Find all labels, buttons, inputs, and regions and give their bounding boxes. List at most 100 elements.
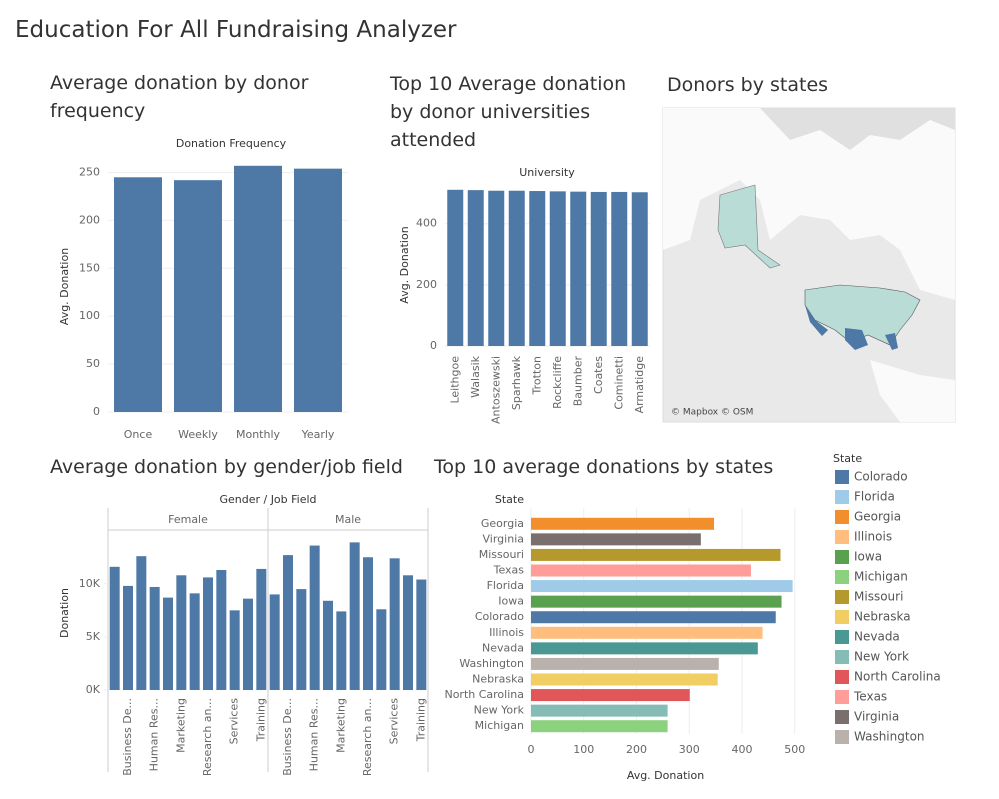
x-tick-label: Research an... — [361, 698, 374, 776]
x-tick-label: Business De... — [281, 698, 294, 776]
bar — [136, 556, 147, 690]
x-tick-label: Research an... — [201, 698, 214, 776]
row-header: State — [495, 493, 524, 506]
legend-swatch — [835, 690, 849, 704]
legend-label: New York — [854, 650, 909, 664]
chart-title: Top 10 average donations by states — [434, 456, 774, 478]
x-tick-label: Services — [228, 698, 241, 745]
x-tick-label: 400 — [731, 743, 752, 756]
bar — [363, 557, 373, 690]
y-tick-label: 5K — [86, 630, 101, 643]
x-tick-label: Services — [388, 698, 401, 745]
legend-title: State — [833, 452, 862, 465]
bar — [531, 580, 793, 593]
bar — [296, 589, 307, 690]
x-tick-label: Antoszewski — [489, 356, 502, 424]
x-tick-label: Weekly — [178, 428, 218, 441]
y-tick-label: Michigan — [475, 719, 524, 732]
bar — [294, 168, 342, 412]
y-tick-label: 250 — [79, 165, 100, 178]
y-tick-label: 10K — [79, 577, 101, 590]
y-tick-label: 200 — [416, 278, 437, 291]
legend-swatch — [835, 730, 849, 744]
bar — [114, 177, 162, 412]
x-tick-label: Armatidge — [633, 356, 646, 414]
legend-label: Nevada — [854, 630, 900, 644]
bar — [376, 609, 387, 690]
y-tick-label: Nebraska — [472, 673, 524, 686]
map-state — [805, 305, 828, 336]
bar — [269, 594, 280, 690]
legend-swatch — [835, 490, 849, 504]
legend-label: Florida — [854, 490, 895, 504]
y-tick-label: 100 — [79, 309, 100, 322]
bar — [531, 642, 758, 655]
y-tick-label: 0 — [93, 405, 100, 418]
bar — [531, 611, 776, 624]
x-tick-label: Business De... — [121, 698, 134, 776]
bar — [216, 569, 227, 690]
x-tick-label: Yearly — [301, 428, 335, 441]
bar — [531, 657, 719, 670]
bar — [531, 595, 782, 608]
y-tick-label: Texas — [493, 564, 525, 577]
y-tick-label: 400 — [416, 217, 437, 230]
panel-label: Male — [335, 513, 361, 526]
map-state — [885, 333, 898, 350]
bar — [611, 191, 628, 346]
x-tick-label: Training — [254, 698, 267, 742]
y-tick-label: 0K — [86, 683, 101, 696]
legend-swatch — [835, 630, 849, 644]
y-tick-label: Nevada — [482, 641, 524, 654]
y-tick-label: North Carolina — [444, 688, 524, 701]
x-tick-label: Rockcliffe — [551, 356, 564, 409]
bar — [256, 568, 267, 690]
legend-label: Texas — [853, 690, 887, 704]
y-tick-label: Iowa — [498, 595, 524, 608]
y-tick-label: Virginia — [483, 532, 524, 545]
x-tick-label: Baumber — [571, 356, 584, 407]
y-axis-label: Avg. Donation — [58, 248, 71, 325]
x-tick-label: Leithgoe — [448, 356, 461, 404]
map-arctic — [663, 108, 955, 150]
bar — [109, 566, 120, 690]
bar — [323, 600, 333, 690]
legend-label: Colorado — [854, 470, 908, 484]
x-tick-label: Trotton — [530, 356, 543, 395]
bar — [447, 189, 464, 346]
bar — [149, 586, 160, 690]
legend-swatch — [835, 550, 849, 564]
legend-label: Illinois — [854, 530, 892, 544]
bar — [570, 191, 587, 346]
bar — [203, 577, 213, 690]
x-tick-label: 0 — [528, 743, 535, 756]
bar — [176, 575, 187, 690]
legend-swatch — [835, 610, 849, 624]
map-land — [663, 108, 955, 300]
y-tick-label: Illinois — [489, 626, 524, 639]
bar — [174, 180, 222, 412]
bar — [243, 598, 253, 690]
bar — [531, 704, 668, 717]
x-tick-label: Once — [124, 428, 153, 441]
x-tick-label: Training — [414, 698, 427, 742]
bar — [467, 190, 484, 346]
x-axis-label: Avg. Donation — [627, 769, 704, 782]
legend-label: Washington — [854, 730, 925, 744]
bar — [234, 165, 282, 412]
y-tick-label: 0 — [430, 339, 437, 352]
map-title: Donors by states — [667, 74, 829, 96]
legend-label: North Carolina — [854, 670, 941, 684]
x-tick-label: Marketing — [174, 698, 187, 753]
map — [662, 107, 956, 423]
y-tick-label: Colorado — [475, 610, 524, 623]
bar — [531, 720, 668, 733]
panel-frame — [107, 508, 429, 772]
bar — [631, 192, 648, 346]
map-state — [845, 328, 868, 350]
panel-label: Female — [168, 513, 208, 526]
bar — [336, 611, 347, 690]
x-tick-label: Coates — [592, 356, 605, 394]
panel-header: Donation Frequency — [176, 137, 287, 150]
x-tick-label: 100 — [573, 743, 594, 756]
